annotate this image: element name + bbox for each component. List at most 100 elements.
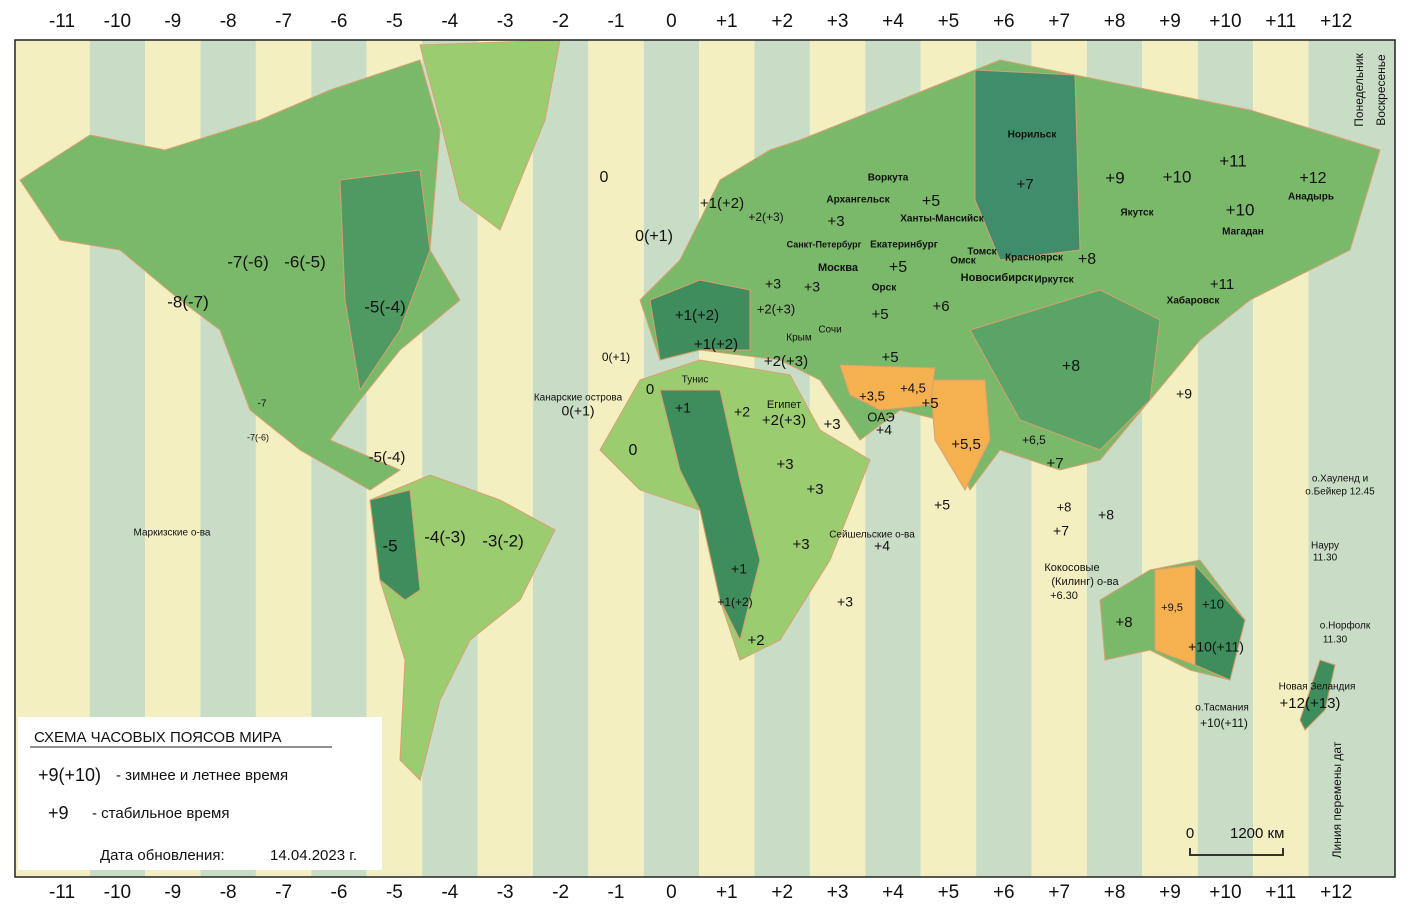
zone-label-top: -8 (220, 11, 237, 32)
map-label: 0(+1) (602, 350, 630, 364)
map-label: Иркутск (1034, 275, 1074, 286)
map-label: +10 (1202, 596, 1224, 611)
zone-label-bottom: +12 (1320, 882, 1352, 903)
map-label: Новосибирск (961, 272, 1034, 284)
china (969, 289, 1161, 451)
map-label: +2(+3) (748, 210, 783, 224)
map-label: +10 (1163, 167, 1192, 186)
zone-label-top: -10 (104, 11, 131, 32)
map-label: +11 (1219, 151, 1247, 170)
map-label: +1(+2) (700, 195, 744, 212)
map-label: Магадан (1222, 227, 1264, 238)
zone-label-bottom: +10 (1209, 882, 1241, 903)
map-label: 11.30 (1313, 553, 1338, 564)
zone-label-top: +4 (882, 11, 904, 32)
zone-label-bottom: +1 (716, 882, 738, 903)
map-label: +5 (881, 349, 898, 366)
zone-label-top: -1 (608, 11, 625, 32)
map-label: +9 (1176, 386, 1192, 402)
zone-label-bottom: -11 (49, 882, 75, 903)
zone-label-bottom: -3 (497, 882, 514, 903)
map-label: +3 (806, 481, 823, 498)
map-label: +5 (889, 259, 907, 276)
zone-label-bottom: +2 (771, 882, 793, 903)
zone-label-bottom: +11 (1265, 882, 1296, 903)
legend-key: +9 (48, 803, 69, 823)
zone-label-bottom: +4 (882, 882, 904, 903)
legend-box (18, 717, 382, 870)
zone-label-bottom: +3 (827, 882, 849, 903)
north-america (19, 59, 461, 491)
legend-date: 14.04.2023 г. (270, 847, 357, 864)
map-label: Кокосовые (1044, 562, 1099, 574)
map-label: +7 (1016, 176, 1033, 193)
map-label: +1(+2) (675, 307, 719, 324)
zone-label-bottom: -1 (608, 882, 625, 903)
zone-label-bottom: -10 (104, 882, 131, 903)
scale-start: 0 (1186, 825, 1194, 842)
zone-label-bottom: +6 (993, 882, 1015, 903)
land (19, 39, 1381, 781)
map-label: -3(-2) (482, 531, 524, 550)
side-label: Понедельник (1352, 53, 1366, 127)
side-label: Воскресенье (1374, 54, 1388, 126)
zone-label-top: +2 (771, 11, 793, 32)
zone-label-top: +11 (1265, 11, 1296, 32)
map-label: 0(+1) (635, 228, 673, 245)
legend-text: - зимнее и летнее время (116, 767, 288, 784)
map-label: +1(+2) (694, 336, 738, 353)
map-label: +6.30 (1050, 590, 1078, 602)
map-label: +7 (1053, 523, 1069, 539)
map-label: 0 (629, 442, 638, 459)
new-zealand (1299, 659, 1336, 731)
scale-bar (1189, 848, 1284, 856)
map-label: +12 (1299, 170, 1326, 187)
map-label: +10(+11) (1188, 639, 1244, 655)
zone-label-top: +8 (1104, 11, 1126, 32)
zone-label-top: -6 (331, 11, 348, 32)
map-label: +9,5 (1161, 602, 1183, 614)
map-label: Норильск (1008, 130, 1058, 141)
map-label: -5(-4) (369, 449, 406, 466)
map-label: Екатеринбург (870, 239, 938, 251)
map-label: +3 (765, 276, 781, 292)
zone-label-top: -7 (275, 11, 292, 32)
map-label: +5,5 (951, 436, 981, 453)
map-label: о.Хауленд и (1312, 474, 1368, 485)
zone-label-top: -9 (164, 11, 181, 32)
map-label: +3 (804, 279, 820, 295)
map-label: +4 (874, 538, 890, 554)
map-label: +10 (1226, 200, 1255, 219)
map-label: Тунис (682, 375, 709, 386)
zone-label-bottom: -4 (441, 882, 458, 903)
side-label: Линия перемены дат (1330, 741, 1344, 858)
legend-title: СХЕМА ЧАСОВЫХ ПОЯСОВ МИРА (34, 729, 282, 746)
map-label: -6(-5) (284, 252, 326, 271)
zone-label-top: +3 (827, 11, 849, 32)
map-label: Воркута (868, 173, 909, 184)
map-label: +4,5 (900, 380, 926, 395)
map-label: -7 (258, 399, 267, 410)
zone-label-top: +1 (716, 11, 738, 32)
zone-label-top: +10 (1209, 11, 1241, 32)
map-label: +2 (734, 404, 750, 420)
legend-date-label: Дата обновления: (100, 847, 225, 864)
map-label: 0(+1) (561, 403, 594, 419)
map-label: +8 (1098, 507, 1114, 523)
zone-label-top: +7 (1048, 11, 1070, 32)
map-label: +4 (876, 422, 892, 438)
north-america-east (339, 169, 431, 392)
map-label: +1 (675, 400, 691, 416)
map-label: +3,5 (859, 388, 885, 403)
map-label: Омск (950, 256, 977, 267)
map-label: +7 (1046, 455, 1063, 472)
zone-label-bottom: -6 (331, 882, 348, 903)
india (929, 379, 991, 492)
map-label: ОАЭ (867, 409, 895, 424)
map-label: Анадырь (1288, 192, 1334, 203)
map-label: Науру (1311, 541, 1339, 552)
map-label: +6,5 (1022, 433, 1046, 447)
map-label: +10(+11) (1200, 716, 1248, 730)
map-label: о.Тасмания (1195, 703, 1249, 714)
